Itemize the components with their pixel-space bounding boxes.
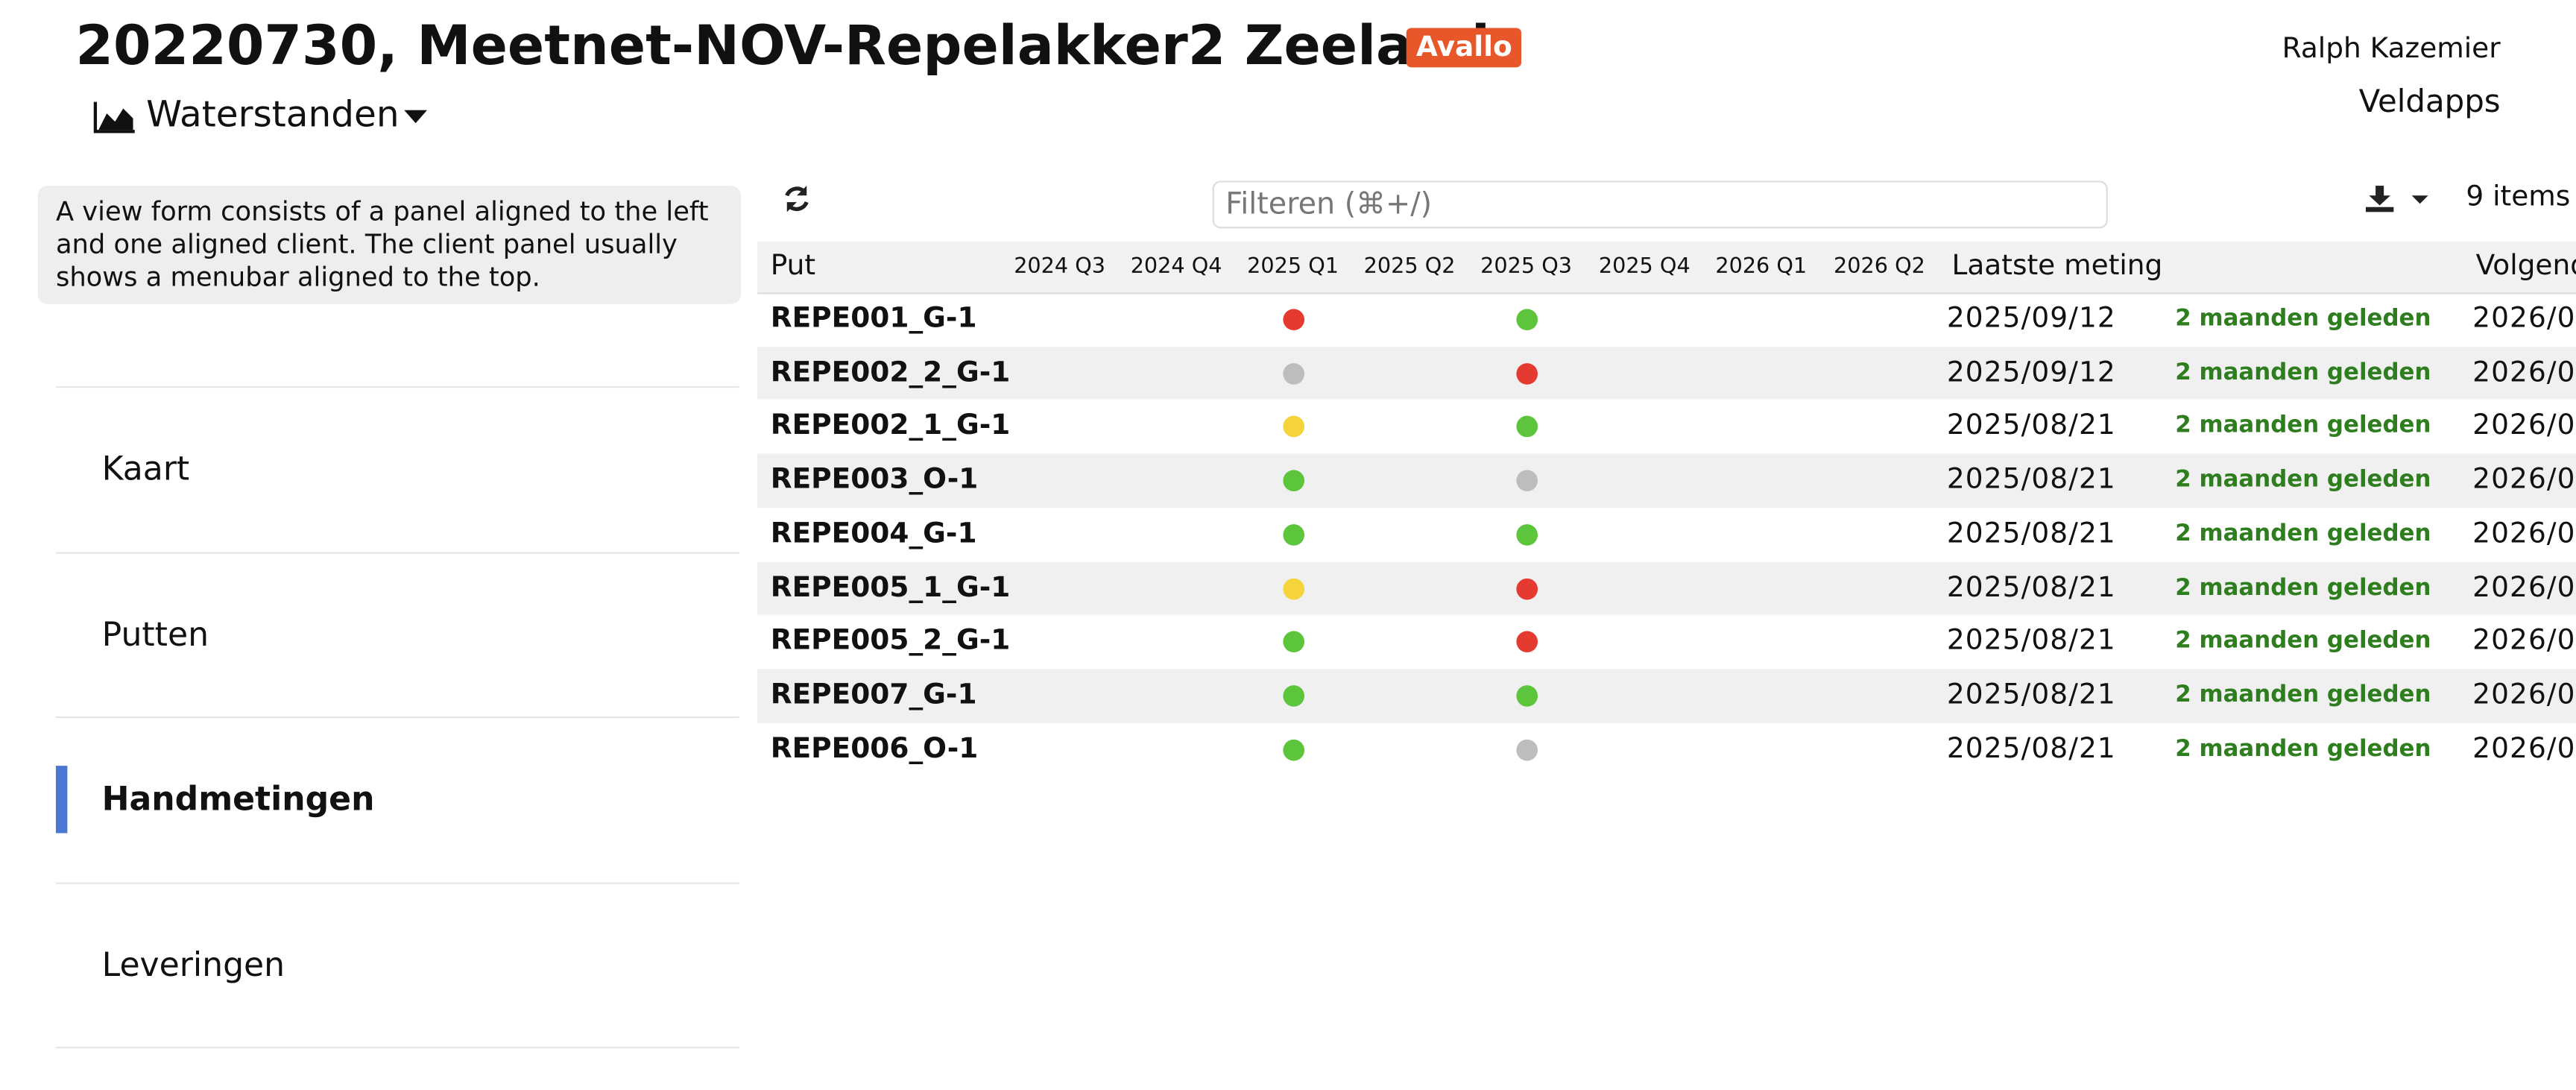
put-name: REPE001_G-1 <box>770 302 977 335</box>
last-measurement: 2025/08/21 <box>1946 463 2116 497</box>
next-measurement: 2026/0 <box>2472 624 2576 658</box>
status-dot[interactable] <box>1515 416 1537 438</box>
put-name: REPE005_2_G-1 <box>770 624 1011 658</box>
next-measurement: 2026/0 <box>2472 463 2576 497</box>
status-dot[interactable] <box>1515 362 1537 385</box>
column-header: Volgend <box>2475 250 2576 283</box>
row-stripe <box>757 561 2576 615</box>
last-measurement: 2025/08/21 <box>1946 678 2116 712</box>
nav-label: Handmetingen <box>101 778 375 819</box>
item-count: 9 items <box>2466 180 2571 214</box>
status-dot[interactable] <box>1282 577 1304 599</box>
next-measurement: 2026/0 <box>2472 732 2576 766</box>
last-measurement: 2025/09/12 <box>1946 356 2116 389</box>
next-measurement: 2026/0 <box>2472 678 2576 712</box>
column-header: Laatste meting <box>1951 250 2163 283</box>
status-dot[interactable] <box>1515 577 1537 599</box>
column-header: Put <box>770 250 816 283</box>
nav-divider <box>55 1047 739 1089</box>
info-panel: A view form consists of a panel aligned … <box>37 186 742 304</box>
put-name: REPE003_O-1 <box>770 463 979 497</box>
relative-time: 2 maanden geleden <box>2175 520 2431 547</box>
put-name: REPE004_G-1 <box>770 517 977 550</box>
relative-time: 2 maanden geleden <box>2175 681 2431 708</box>
next-measurement: 2026/0 <box>2472 570 2576 605</box>
filter-input[interactable]: Filteren (⌘+/) <box>1212 180 2108 229</box>
nav-label: Kaart <box>101 448 190 488</box>
next-measurement: 2026/0 <box>2472 302 2576 335</box>
view-menu[interactable]: Waterstanden <box>146 95 400 136</box>
nav-item[interactable]: Handmetingen <box>55 716 739 883</box>
row-stripe <box>757 346 2576 400</box>
status-dot[interactable] <box>1515 631 1537 653</box>
badge: Avallo <box>1406 28 1522 68</box>
chart-icon <box>93 101 135 133</box>
relative-time: 2 maanden geleden <box>2175 305 2431 333</box>
nav-label: Leveringen <box>101 944 285 984</box>
page-title: 20220730, Meetnet-NOV-Repelakker2 Zeelan… <box>75 13 1490 78</box>
status-dot[interactable] <box>1282 470 1304 492</box>
status-dot[interactable] <box>1515 523 1537 546</box>
user[interactable]: Ralph Kazemier <box>2282 33 2501 66</box>
put-name: REPE007_G-1 <box>770 678 977 712</box>
relative-time: 2 maanden geleden <box>2175 467 2431 494</box>
column-header: 2026 Q1 <box>1715 254 1808 280</box>
caret <box>404 110 428 124</box>
relative-time: 2 maanden geleden <box>2175 574 2431 601</box>
relative-time: 2 maanden geleden <box>2175 413 2431 440</box>
column-header: 2024 Q3 <box>1014 254 1106 280</box>
nav-item[interactable]: Putten <box>55 551 739 717</box>
status-dot[interactable] <box>1282 309 1304 331</box>
put-name: REPE005_1_G-1 <box>770 570 1011 605</box>
column-header: 2026 Q2 <box>1834 254 1925 280</box>
last-measurement: 2025/08/21 <box>1946 409 2116 443</box>
next-measurement: 2026/0 <box>2472 409 2576 443</box>
last-measurement: 2025/08/21 <box>1946 624 2116 658</box>
next-measurement: 2026/0 <box>2472 517 2576 550</box>
row-stripe <box>757 453 2576 508</box>
column-header: 2025 Q4 <box>1598 254 1690 280</box>
last-measurement: 2025/08/21 <box>1946 732 2116 766</box>
status-dot[interactable] <box>1282 738 1304 760</box>
nav-label: Putten <box>101 614 209 654</box>
status-dot[interactable] <box>1515 684 1537 707</box>
nav-item[interactable]: Leveringen <box>55 881 739 1048</box>
status-dot[interactable] <box>1515 470 1537 492</box>
relative-time: 2 maanden geleden <box>2175 735 2431 762</box>
org[interactable]: Veldapps <box>2358 84 2501 120</box>
column-header: 2024 Q4 <box>1130 254 1222 280</box>
put-name: REPE006_O-1 <box>770 732 979 766</box>
last-measurement: 2025/08/21 <box>1946 570 2116 605</box>
column-header: 2025 Q2 <box>1363 254 1456 280</box>
last-measurement: 2025/09/12 <box>1946 302 2116 335</box>
row-stripe <box>757 668 2576 722</box>
column-header: 2025 Q1 <box>1247 254 1339 280</box>
status-dot[interactable] <box>1282 416 1304 438</box>
column-header: 2025 Q3 <box>1480 254 1573 280</box>
relative-time: 2 maanden geleden <box>2175 628 2431 655</box>
last-measurement: 2025/08/21 <box>1946 517 2116 550</box>
put-name: REPE002_1_G-1 <box>770 409 1011 443</box>
status-dot[interactable] <box>1282 523 1304 546</box>
header-row <box>757 242 2576 294</box>
status-dot[interactable] <box>1282 631 1304 653</box>
download[interactable] <box>2365 184 2431 214</box>
status-dot[interactable] <box>1515 738 1537 760</box>
put-name: REPE002_2_G-1 <box>770 356 1011 389</box>
status-dot[interactable] <box>1282 362 1304 385</box>
nav-item[interactable]: Kaart <box>55 385 739 552</box>
active-indicator <box>55 766 68 834</box>
status-dot[interactable] <box>1282 684 1304 707</box>
relative-time: 2 maanden geleden <box>2175 359 2431 386</box>
refresh[interactable] <box>782 184 812 214</box>
status-dot[interactable] <box>1515 309 1537 331</box>
next-measurement: 2026/0 <box>2472 356 2576 389</box>
